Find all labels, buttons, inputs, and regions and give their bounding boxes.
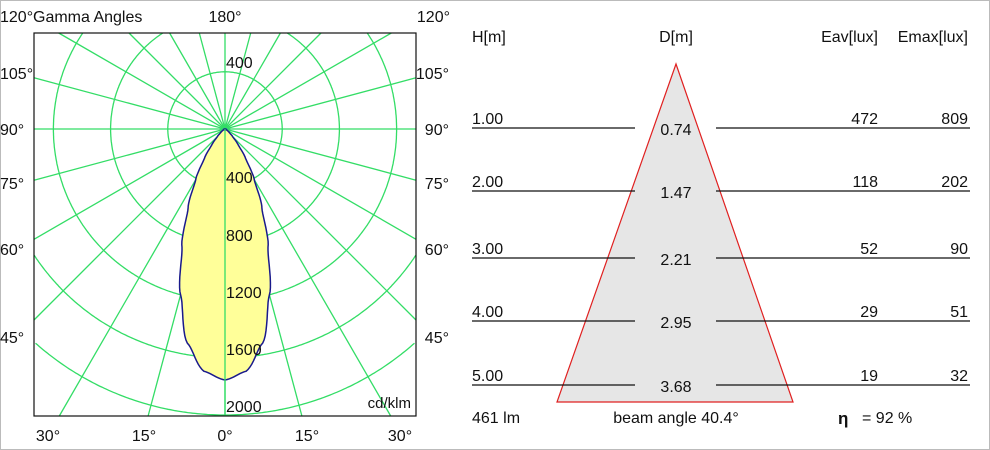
polar-title: Gamma Angles bbox=[33, 9, 142, 26]
row-height: 3.00 bbox=[472, 241, 503, 258]
side-angle-left: 90° bbox=[0, 122, 24, 139]
polar-ring bbox=[35, 342, 415, 416]
ring-label-1200: 1200 bbox=[226, 285, 262, 302]
bottom-angle-15-right: 15° bbox=[295, 428, 319, 445]
cone-row: 1.00 0.74 472 809 bbox=[472, 111, 970, 139]
cone-row: 5.00 3.68 19 32 bbox=[472, 368, 970, 396]
side-angle-right: 60° bbox=[425, 242, 449, 259]
polar-spoke bbox=[58, 32, 226, 130]
row-emax: 90 bbox=[950, 241, 968, 258]
row-eav: 472 bbox=[851, 111, 878, 128]
polar-spoke bbox=[33, 128, 226, 321]
polar-ring bbox=[33, 254, 417, 359]
upper-ring-label: 400 bbox=[226, 55, 253, 72]
polar-ring bbox=[109, 32, 341, 245]
row-emax: 809 bbox=[941, 111, 968, 128]
row-diameter: 0.74 bbox=[660, 122, 691, 139]
row-diameter: 2.21 bbox=[660, 252, 691, 269]
side-angle-left: 105° bbox=[0, 66, 33, 83]
polar-spoke bbox=[33, 128, 226, 181]
polar-spoke bbox=[169, 32, 226, 130]
polar-ring bbox=[52, 32, 398, 302]
ring-label-400: 400 bbox=[226, 170, 253, 187]
side-angle-right: 75° bbox=[425, 176, 449, 193]
row-height: 4.00 bbox=[472, 304, 503, 321]
cone-row: 2.00 1.47 118 202 bbox=[472, 174, 970, 202]
polar-frame bbox=[33, 32, 417, 417]
cone-row: 3.00 2.21 52 90 bbox=[472, 241, 970, 269]
bottom-angle-0: 0° bbox=[217, 428, 232, 445]
header-eav: Eav[lux] bbox=[821, 29, 878, 46]
row-eav: 52 bbox=[860, 241, 878, 258]
polar-spoke bbox=[224, 128, 417, 321]
row-eav: 19 bbox=[860, 368, 878, 385]
top-right-angle: 120° bbox=[417, 9, 450, 26]
row-diameter: 3.68 bbox=[660, 379, 691, 396]
unit-label: cd/klm bbox=[368, 395, 411, 412]
ring-label-1600: 1600 bbox=[226, 342, 262, 359]
row-emax: 202 bbox=[941, 174, 968, 191]
polar-spoke bbox=[224, 32, 281, 130]
polar-spoke bbox=[224, 128, 417, 240]
efficiency-symbol: η bbox=[838, 409, 848, 428]
polar-spoke bbox=[128, 32, 226, 130]
bottom-angle-15-left: 15° bbox=[132, 428, 156, 445]
row-eav: 29 bbox=[860, 304, 878, 321]
polar-spoke bbox=[224, 77, 417, 130]
top-left-angle: 120° bbox=[0, 9, 33, 26]
beam-cone bbox=[556, 62, 794, 403]
side-angle-right: 105° bbox=[416, 66, 449, 83]
row-diameter: 1.47 bbox=[660, 185, 691, 202]
side-angle-left: 45° bbox=[0, 330, 24, 347]
row-height: 1.00 bbox=[472, 111, 503, 128]
row-height: 2.00 bbox=[472, 174, 503, 191]
polar-spoke bbox=[198, 32, 226, 130]
ring-label-2000: 2000 bbox=[226, 399, 262, 416]
top-center-angle: 180° bbox=[208, 9, 241, 26]
side-angle-right: 90° bbox=[425, 122, 449, 139]
ring-label-800: 800 bbox=[226, 228, 253, 245]
polar-spoke bbox=[224, 32, 322, 130]
beam-angle: beam angle 40.4° bbox=[613, 410, 739, 427]
bottom-angle-30-left: 30° bbox=[36, 428, 60, 445]
efficiency-value: = 92 % bbox=[862, 410, 912, 427]
intensity-curve-group bbox=[178, 128, 272, 416]
cone-row: 4.00 2.95 29 51 bbox=[472, 304, 970, 332]
row-height: 5.00 bbox=[472, 368, 503, 385]
row-emax: 51 bbox=[950, 304, 968, 321]
side-angle-right: 45° bbox=[425, 330, 449, 347]
bottom-angle-30-right: 30° bbox=[388, 428, 412, 445]
header-height: H[m] bbox=[472, 29, 506, 46]
side-angle-left: 75° bbox=[0, 176, 24, 193]
row-diameter: 2.95 bbox=[660, 315, 691, 332]
polar-spoke bbox=[224, 128, 417, 181]
row-eav: 118 bbox=[852, 174, 878, 191]
polar-spoke bbox=[33, 77, 226, 130]
row-emax: 32 bbox=[950, 368, 968, 385]
polar-spoke bbox=[224, 32, 392, 130]
side-angle-left: 60° bbox=[0, 242, 24, 259]
polar-spoke bbox=[224, 32, 252, 130]
luminous-flux: 461 lm bbox=[472, 410, 520, 427]
header-diameter: D[m] bbox=[659, 29, 693, 46]
polar-spoke bbox=[33, 128, 226, 240]
header-emax: Emax[lux] bbox=[898, 29, 968, 46]
